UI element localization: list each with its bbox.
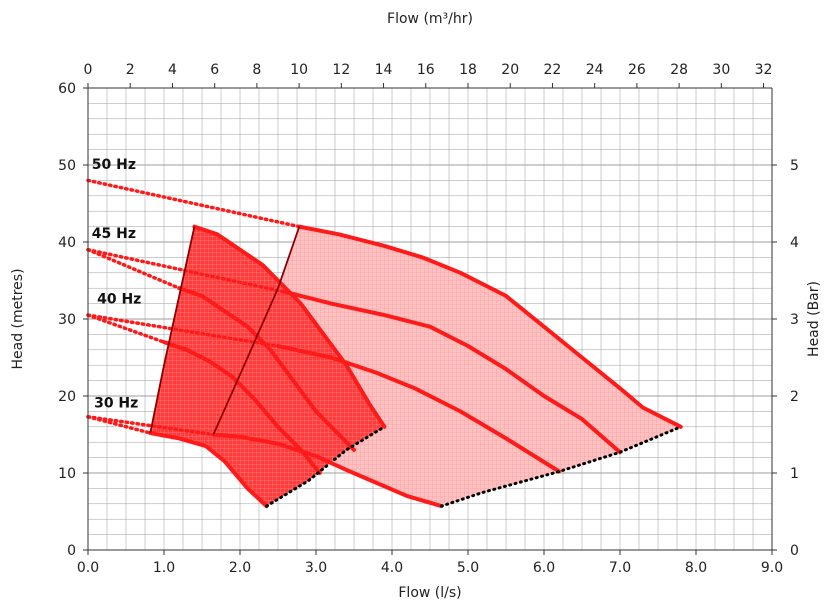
pump-a-curve-45hz	[177, 286, 356, 452]
axes	[83, 83, 777, 555]
x2-axis-title: Flow (m³/hr)	[387, 11, 473, 27]
pump-a-left-boundary	[149, 226, 196, 434]
x-tick-label: 3.0	[305, 560, 327, 576]
hz-label-50hz: 50 Hz	[92, 157, 136, 173]
x2-tick-label: 16	[417, 62, 435, 78]
y-tick-label: 20	[58, 389, 76, 405]
x-tick-label: 1.0	[153, 560, 175, 576]
x2-tick-label: 0	[84, 62, 93, 78]
pump-b-left-boundary	[212, 226, 301, 435]
y2-tick-label: 1	[790, 466, 799, 482]
y-tick-label: 10	[58, 466, 76, 482]
extension-line-45hz	[86, 247, 288, 294]
y-tick-label: 60	[58, 81, 76, 97]
y-tick-label: 40	[58, 235, 76, 251]
x-tick-label: 9.0	[761, 560, 783, 576]
tick-labels: 0.0 1.0 2.0 3.0 4.0 5.0 6.0 7.0 8.0 9.00102030405…	[58, 62, 799, 576]
y2-tick-label: 2	[790, 389, 799, 405]
speed-curves	[86, 178, 683, 509]
x-tick-label: 7.0	[609, 560, 631, 576]
x-tick-label: 6.0	[533, 560, 555, 576]
x-tick-label: 5.0	[457, 560, 479, 576]
pump-a-curve-30hz	[148, 431, 269, 509]
x2-tick-label: 24	[586, 62, 604, 78]
x-axis-title: Flow (l/s)	[398, 585, 461, 601]
pump-a-operating-area	[150, 226, 385, 507]
pump-b-curve-40hz	[276, 344, 562, 474]
pump-a-curve-40hz	[162, 340, 322, 475]
hz-label-30hz: 30 Hz	[94, 396, 138, 412]
y2-tick-label: 5	[790, 158, 799, 174]
pump-a-right-boundary	[265, 425, 386, 508]
extension-line-30hz	[86, 415, 216, 437]
x2-tick-label: 12	[332, 62, 350, 78]
x2-tick-label: 22	[544, 62, 562, 78]
pump-b-curve-30hz	[211, 432, 444, 509]
y-axis-title: Head (metres)	[10, 268, 26, 369]
x-tick-label: 2.0	[229, 560, 251, 576]
y-tick-label: 0	[67, 543, 76, 559]
extension-line-30hz	[86, 415, 153, 435]
x2-tick-label: 2	[126, 62, 135, 78]
y2-tick-label: 4	[790, 235, 799, 251]
x-tick-label: 8.0	[685, 560, 707, 576]
x2-tick-label: 32	[755, 62, 773, 78]
pump-b-right-boundary	[439, 425, 683, 508]
hz-labels: 50 Hz 45 Hz 40 Hz 30 Hz	[92, 157, 142, 412]
x2-tick-label: 26	[628, 62, 646, 78]
x2-tick-label: 6	[210, 62, 219, 78]
x2-tick-label: 20	[501, 62, 519, 78]
y2-axis-title: Head (Bar)	[806, 281, 822, 357]
hz-label-40hz: 40 Hz	[97, 292, 141, 308]
x-tick-label: 0.0	[77, 560, 99, 576]
x2-tick-label: 18	[459, 62, 477, 78]
pump-b-curve-45hz	[283, 290, 622, 455]
y-tick-label: 50	[58, 158, 76, 174]
x-tick-label: 4.0	[381, 560, 403, 576]
operating-areas	[150, 226, 681, 507]
extension-line-40hz	[86, 313, 280, 348]
x2-tick-label: 28	[670, 62, 688, 78]
extension-line-50hz	[86, 178, 302, 229]
x2-tick-label: 10	[290, 62, 308, 78]
y2-tick-label: 0	[790, 543, 799, 559]
extension-line-40hz	[86, 313, 166, 344]
x2-tick-label: 30	[712, 62, 730, 78]
x2-tick-label: 14	[375, 62, 393, 78]
y2-tick-label: 3	[790, 312, 799, 328]
x2-tick-label: 8	[252, 62, 261, 78]
x2-tick-label: 4	[168, 62, 177, 78]
hz-label-45hz: 45 Hz	[92, 226, 136, 242]
extension-line-45hz	[86, 247, 181, 290]
y-tick-label: 30	[58, 312, 76, 328]
pump-b-curve-50hz	[297, 224, 683, 429]
